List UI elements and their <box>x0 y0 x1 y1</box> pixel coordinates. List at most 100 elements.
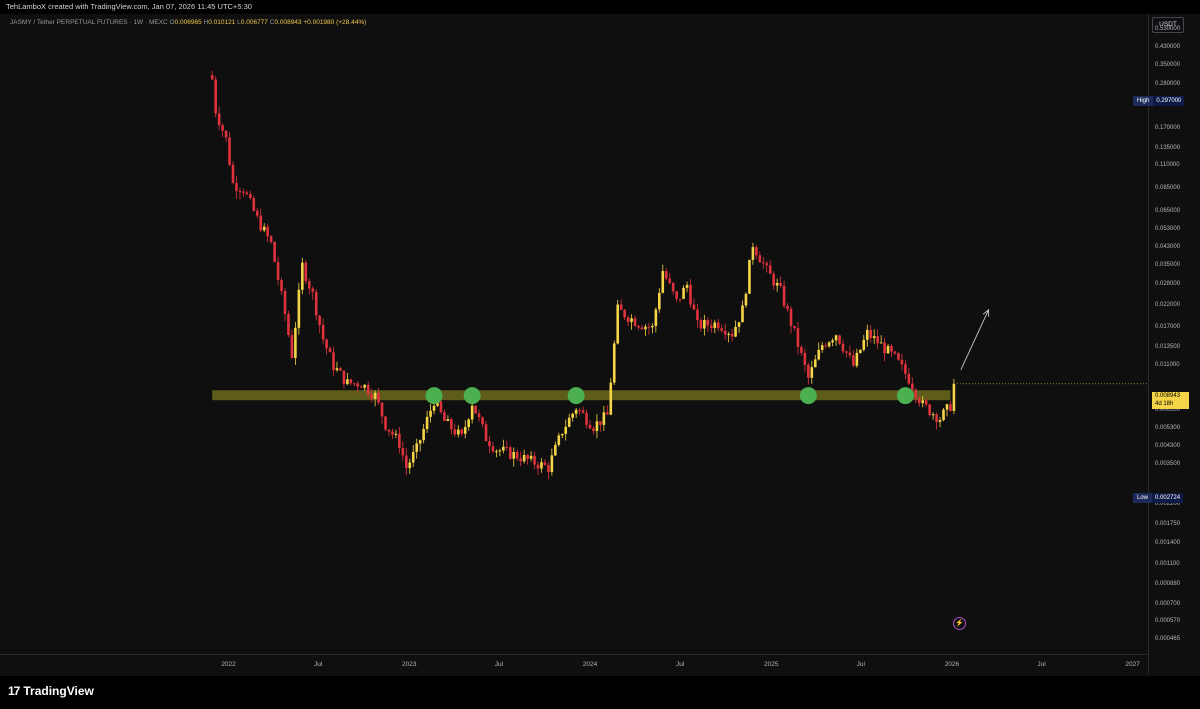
candle-body[interactable] <box>786 305 789 309</box>
candle-body[interactable] <box>217 113 221 126</box>
candle-body[interactable] <box>869 329 873 339</box>
candle-body[interactable] <box>554 444 557 456</box>
candle-body[interactable] <box>602 412 606 425</box>
candle-body[interactable] <box>633 318 637 327</box>
candle-body[interactable] <box>481 417 484 425</box>
candle-body[interactable] <box>304 262 308 282</box>
candle-body[interactable] <box>325 339 328 349</box>
candle-body[interactable] <box>935 414 938 422</box>
candle-body[interactable] <box>848 352 852 356</box>
candle-body[interactable] <box>221 125 224 131</box>
candle-body[interactable] <box>748 259 751 294</box>
candle-body[interactable] <box>235 182 238 191</box>
candle-body[interactable] <box>474 405 477 414</box>
candle-body[interactable] <box>519 458 522 462</box>
candle-body[interactable] <box>883 342 886 354</box>
candle-body[interactable] <box>928 404 931 416</box>
candle-body[interactable] <box>709 325 713 329</box>
candle-body[interactable] <box>373 392 377 399</box>
candle-body[interactable] <box>470 405 474 420</box>
candle-body[interactable] <box>405 455 408 469</box>
candle-body[interactable] <box>443 412 446 421</box>
candle-body[interactable] <box>363 384 367 388</box>
candle-body[interactable] <box>921 400 925 404</box>
candle-body[interactable] <box>879 342 883 344</box>
candle-body[interactable] <box>415 443 418 452</box>
candle-body[interactable] <box>370 394 373 399</box>
currency-button[interactable]: USDT <box>1152 17 1184 33</box>
candle-body[interactable] <box>945 404 949 410</box>
candle-body[interactable] <box>800 346 803 353</box>
candle-body[interactable] <box>418 440 422 444</box>
candle-body[interactable] <box>810 367 814 378</box>
candle-body[interactable] <box>560 433 564 436</box>
touch-marker[interactable] <box>425 387 443 405</box>
candle-body[interactable] <box>526 455 529 459</box>
candle-body[interactable] <box>252 198 256 211</box>
touch-marker[interactable] <box>799 387 817 405</box>
candle-body[interactable] <box>876 336 879 344</box>
candle-body[interactable] <box>682 287 685 299</box>
candle-body[interactable] <box>782 285 786 306</box>
candle-body[interactable] <box>893 351 897 354</box>
touch-marker[interactable] <box>567 387 585 405</box>
candle-body[interactable] <box>713 322 717 329</box>
candle-body[interactable] <box>723 330 727 335</box>
price-axis[interactable] <box>1148 14 1200 674</box>
candle-body[interactable] <box>862 339 866 350</box>
time-axis[interactable] <box>0 654 1148 677</box>
candle-body[interactable] <box>332 352 335 371</box>
candle-body[interactable] <box>807 364 810 378</box>
candle-body[interactable] <box>623 309 626 318</box>
candle-body[interactable] <box>578 409 581 411</box>
candle-body[interactable] <box>311 288 315 292</box>
candle-body[interactable] <box>855 352 859 366</box>
candle-body[interactable] <box>793 325 796 329</box>
candle-body[interactable] <box>609 382 613 415</box>
candle-body[interactable] <box>425 416 429 429</box>
candle-body[interactable] <box>637 326 640 328</box>
candle-body[interactable] <box>543 462 547 466</box>
candle-body[interactable] <box>758 255 762 263</box>
lightning-icon[interactable]: ⚡ <box>953 617 966 630</box>
candle-body[interactable] <box>297 289 301 328</box>
candle-body[interactable] <box>831 340 834 343</box>
candle-body[interactable] <box>411 451 415 463</box>
candle-body[interactable] <box>460 429 464 434</box>
candle-body[interactable] <box>588 424 592 429</box>
candle-body[interactable] <box>668 278 672 283</box>
candle-body[interactable] <box>859 349 862 353</box>
candle-body[interactable] <box>408 462 412 469</box>
candle-body[interactable] <box>349 379 353 384</box>
candle-body[interactable] <box>456 429 460 435</box>
candle-body[interactable] <box>384 416 387 430</box>
price-chart[interactable] <box>0 14 1148 674</box>
candle-body[interactable] <box>872 336 876 339</box>
candle-body[interactable] <box>505 446 509 448</box>
candle-body[interactable] <box>439 401 443 413</box>
candle-body[interactable] <box>751 247 755 260</box>
candle-body[interactable] <box>911 383 914 390</box>
candle-body[interactable] <box>651 326 654 328</box>
candle-body[interactable] <box>661 271 665 293</box>
candle-body[interactable] <box>432 405 436 411</box>
candle-body[interactable] <box>904 364 907 374</box>
candle-body[interactable] <box>914 389 918 399</box>
candle-body[interactable] <box>599 421 602 425</box>
candle-body[interactable] <box>720 328 723 331</box>
candle-body[interactable] <box>266 226 269 237</box>
candle-body[interactable] <box>865 329 869 340</box>
candle-body[interactable] <box>949 404 952 411</box>
candle-body[interactable] <box>630 318 633 323</box>
candle-body[interactable] <box>498 450 502 452</box>
candle-body[interactable] <box>540 462 543 469</box>
candle-body[interactable] <box>574 409 578 414</box>
candle-body[interactable] <box>592 428 595 432</box>
candle-body[interactable] <box>342 370 346 385</box>
candle-body[interactable] <box>716 322 720 329</box>
candle-body[interactable] <box>564 426 568 434</box>
candle-body[interactable] <box>765 263 769 266</box>
candle-body[interactable] <box>380 402 384 417</box>
candle-body[interactable] <box>269 236 273 242</box>
candle-body[interactable] <box>886 345 890 354</box>
